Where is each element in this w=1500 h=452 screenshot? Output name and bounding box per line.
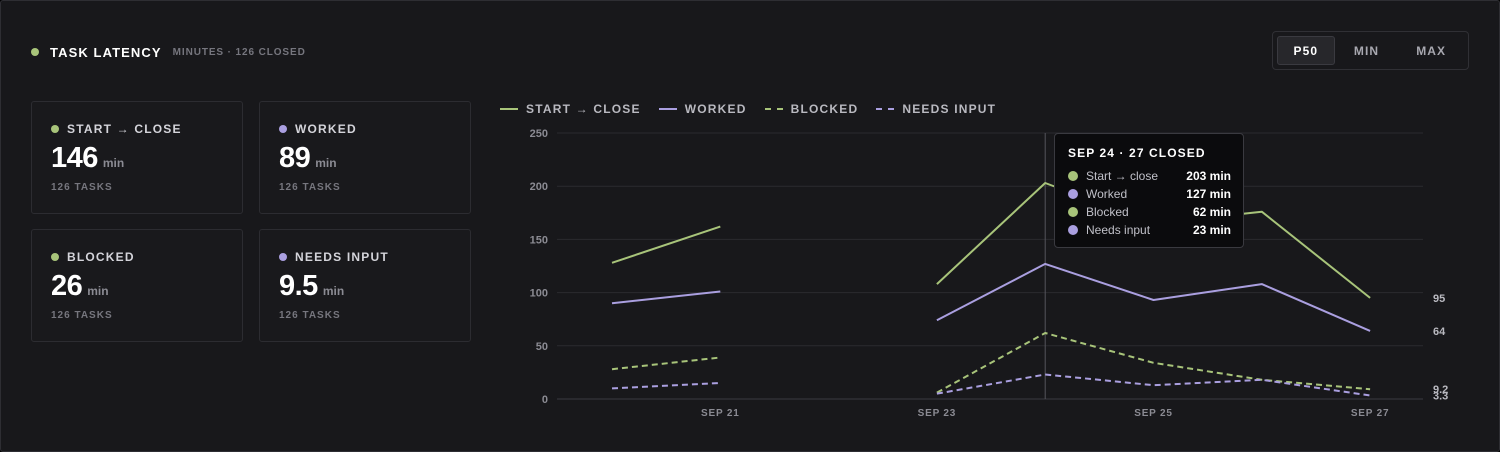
tooltip-row-value: 127 min xyxy=(1186,187,1231,201)
stat-card-start-close: START → CLOSE 146 min 126 TASKS xyxy=(31,101,243,214)
end-value-label: 3.3 xyxy=(1433,390,1448,402)
tooltip-row-value: 62 min xyxy=(1192,205,1231,219)
stat-card-needs-input: NEEDS INPUT 9.5 min 126 TASKS xyxy=(259,229,471,342)
legend-label: WORKED xyxy=(684,102,747,116)
tooltip-row-name: Start → close xyxy=(1086,169,1159,183)
legend-swatch xyxy=(876,108,895,110)
percentile-toggle: P50 MIN MAX xyxy=(1272,31,1469,70)
tooltip-dot xyxy=(1068,189,1078,199)
series-line-blocked xyxy=(611,356,721,371)
stat-card-worked: WORKED 89 min 126 TASKS xyxy=(259,101,471,214)
card-unit: min xyxy=(102,156,125,170)
toggle-max-button[interactable]: MAX xyxy=(1416,43,1447,58)
tooltip-row: Worked 127 min xyxy=(1068,187,1231,201)
x-tick-label: SEP 21 xyxy=(701,408,740,419)
card-color-dot xyxy=(51,253,59,261)
hover-tooltip: SEP 24 · 27 CLOSED Start → close 203 min … xyxy=(1054,133,1244,248)
legend-label: START → CLOSE xyxy=(526,102,641,116)
card-value: 9.5 xyxy=(279,270,318,302)
stat-card-blocked: BLOCKED 26 min 126 TASKS xyxy=(31,229,243,342)
card-color-dot xyxy=(51,125,59,133)
legend-item-needs-input[interactable]: NEEDS INPUT xyxy=(876,102,996,116)
x-tick-label: SEP 25 xyxy=(1134,408,1173,419)
tooltip-dot xyxy=(1068,207,1078,217)
y-tick-label: 100 xyxy=(530,288,548,300)
legend-swatch xyxy=(658,108,677,110)
panel-header: TASK LATENCY MINUTES · 126 CLOSED xyxy=(31,43,306,61)
chart-legend: START → CLOSE WORKED BLOCKED NEEDS INPUT xyxy=(500,101,1014,117)
series-line-worked xyxy=(611,290,721,305)
card-label: BLOCKED xyxy=(67,250,135,264)
y-tick-label: 150 xyxy=(530,234,548,246)
tooltip-row-value: 203 min xyxy=(1186,169,1231,183)
tooltip-dot xyxy=(1068,225,1078,235)
card-value: 146 xyxy=(51,142,98,174)
tooltip-row-name: Worked xyxy=(1086,187,1128,201)
card-label: WORKED xyxy=(295,122,357,136)
toggle-p50-button[interactable]: P50 xyxy=(1277,36,1335,65)
series-line-blocked xyxy=(936,332,1371,394)
end-value-label: 95 xyxy=(1433,293,1445,305)
legend-label: NEEDS INPUT xyxy=(902,102,997,116)
end-value-label: 9.2 xyxy=(1433,384,1448,396)
series-line-worked xyxy=(936,262,1371,332)
panel-subtitle: MINUTES · 126 CLOSED xyxy=(172,46,306,58)
card-label: START → CLOSE xyxy=(67,122,182,136)
legend-item-blocked[interactable]: BLOCKED xyxy=(764,102,859,116)
tooltip-row-name: Needs input xyxy=(1086,223,1151,237)
card-value: 89 xyxy=(279,142,311,174)
tooltip-row: Needs input 23 min xyxy=(1068,223,1231,237)
card-color-dot xyxy=(279,125,287,133)
legend-swatch xyxy=(500,108,518,110)
legend-item-start-close[interactable]: START → CLOSE xyxy=(500,102,641,116)
tooltip-title: SEP 24 · 27 CLOSED xyxy=(1068,146,1206,160)
card-task-count: 126 TASKS xyxy=(51,182,113,193)
card-task-count: 126 TASKS xyxy=(51,310,113,321)
card-unit: min xyxy=(322,284,345,298)
card-task-count: 126 TASKS xyxy=(279,310,341,321)
legend-swatch xyxy=(764,108,783,110)
toggle-min-button[interactable]: MIN xyxy=(1353,43,1380,58)
series-line-needs-input xyxy=(611,382,721,390)
card-unit: min xyxy=(87,284,109,298)
end-value-label: 64 xyxy=(1433,326,1446,338)
tooltip-dot xyxy=(1068,171,1078,181)
card-unit: min xyxy=(315,156,337,170)
x-tick-label: SEP 27 xyxy=(1351,408,1390,419)
tooltip-row-name: Blocked xyxy=(1086,205,1129,219)
y-tick-label: 0 xyxy=(542,394,548,406)
header-status-dot xyxy=(31,48,39,56)
card-color-dot xyxy=(279,253,287,261)
x-tick-label: SEP 23 xyxy=(918,408,957,419)
y-tick-label: 200 xyxy=(530,181,548,193)
card-value: 26 xyxy=(51,270,83,302)
tooltip-row: Start → close 203 min xyxy=(1068,169,1231,183)
card-label: NEEDS INPUT xyxy=(295,250,389,264)
tooltip-row-value: 23 min xyxy=(1192,223,1231,237)
series-line-needs-input xyxy=(936,373,1371,397)
panel-title: TASK LATENCY xyxy=(50,44,162,60)
legend-item-worked[interactable]: WORKED xyxy=(658,102,747,116)
card-task-count: 126 TASKS xyxy=(279,182,341,193)
legend-label: BLOCKED xyxy=(790,102,859,116)
y-tick-label: 250 xyxy=(530,128,548,140)
y-tick-label: 50 xyxy=(536,341,548,353)
tooltip-row: Blocked 62 min xyxy=(1068,205,1231,219)
series-line-start-close xyxy=(611,225,721,264)
